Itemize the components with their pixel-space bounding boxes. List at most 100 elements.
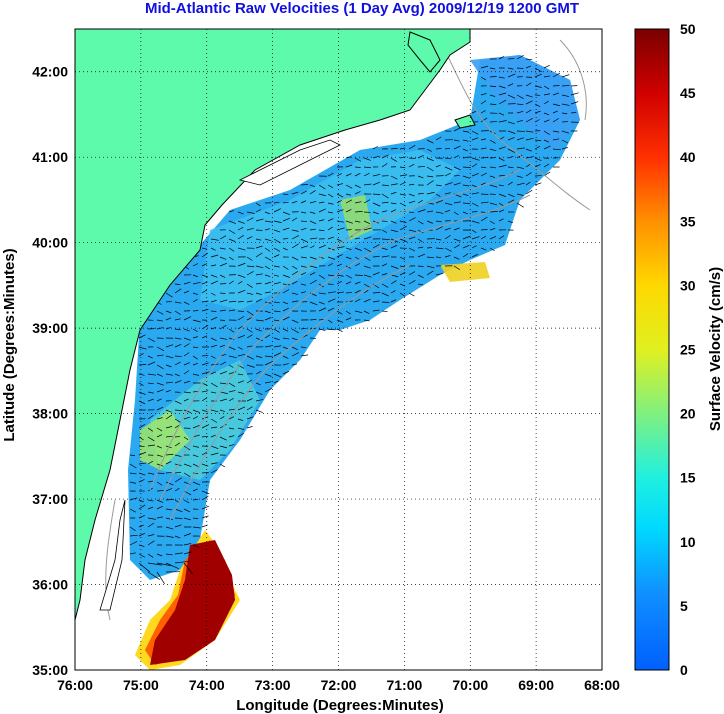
velocity-vector xyxy=(228,220,236,224)
velocity-vector xyxy=(282,193,289,196)
velocity-vector xyxy=(327,328,336,331)
velocity-vector xyxy=(417,246,424,249)
velocity-vector xyxy=(219,256,227,260)
velocity-vector xyxy=(462,166,471,168)
velocity-vector xyxy=(183,370,190,375)
velocity-vector xyxy=(480,172,487,177)
velocity-vector xyxy=(552,103,560,107)
velocity-vector xyxy=(327,236,335,240)
velocity-vector xyxy=(309,245,315,249)
velocity-vector xyxy=(201,300,209,303)
velocity-vector xyxy=(327,319,333,324)
velocity-vector xyxy=(165,364,172,368)
velocity-vector xyxy=(345,256,352,260)
colorbar xyxy=(634,28,670,671)
velocity-vector xyxy=(525,117,533,123)
velocity-vector xyxy=(336,328,343,333)
velocity-vector xyxy=(237,247,246,251)
velocity-vector xyxy=(219,436,227,441)
velocity-vector xyxy=(435,184,442,187)
velocity-vector xyxy=(498,112,505,116)
velocity-vector xyxy=(174,328,181,331)
velocity-vector xyxy=(237,301,244,303)
velocity-vector xyxy=(273,229,281,233)
velocity-vector xyxy=(399,272,406,276)
velocity-vector xyxy=(354,263,361,267)
velocity-vector xyxy=(345,281,352,285)
velocity-vector xyxy=(138,562,150,573)
velocity-vector xyxy=(228,435,235,438)
velocity-vector xyxy=(534,146,541,150)
velocity-vector xyxy=(318,307,327,312)
velocity-vector xyxy=(471,236,480,240)
velocity-vector xyxy=(426,270,434,276)
colorbar-tick-label: 5 xyxy=(680,598,688,614)
velocity-vector xyxy=(318,301,325,305)
bathymetry-contours xyxy=(105,39,591,621)
velocity-vector xyxy=(165,426,173,429)
velocity-vector xyxy=(255,252,263,258)
y-tick-label: 36:00 xyxy=(32,577,68,593)
velocity-vector xyxy=(561,112,568,115)
velocity-vector xyxy=(201,409,208,413)
velocity-vector xyxy=(228,364,234,368)
velocity-vector xyxy=(354,220,361,223)
velocity-vector xyxy=(174,355,182,357)
colorbar-tick-label: 50 xyxy=(680,21,696,37)
velocity-vector xyxy=(201,247,208,250)
velocity-vector xyxy=(345,164,353,168)
velocity-vector xyxy=(237,262,246,267)
velocity-vector xyxy=(390,290,396,294)
velocity-vector xyxy=(381,229,387,233)
velocity-vector xyxy=(129,497,138,501)
velocity-vector xyxy=(192,346,199,349)
velocity-vector xyxy=(138,382,144,386)
velocity-vector xyxy=(156,398,162,402)
velocity-vector xyxy=(210,382,218,388)
velocity-vector xyxy=(183,409,192,414)
velocity-vector xyxy=(264,274,271,277)
velocity-vector xyxy=(399,166,406,169)
velocity-vector xyxy=(255,282,262,285)
velocity-vector xyxy=(345,199,353,204)
velocity-vector xyxy=(426,157,434,162)
velocity-vector xyxy=(345,247,352,251)
velocity-vector xyxy=(273,254,280,258)
velocity-vector xyxy=(291,319,299,324)
velocity-vector xyxy=(300,200,307,204)
velocity-vector xyxy=(336,291,345,294)
velocity-vector xyxy=(498,193,506,197)
velocity-vector xyxy=(498,184,505,187)
velocity-vector xyxy=(201,263,208,267)
velocity-vector xyxy=(489,139,496,144)
velocity-vector xyxy=(336,193,344,198)
velocity-vector xyxy=(174,436,181,438)
velocity-vector xyxy=(138,504,146,510)
velocity-vector xyxy=(246,310,254,316)
velocity-vector xyxy=(435,256,442,258)
velocity-vector xyxy=(507,193,515,198)
velocity-vector xyxy=(138,436,144,441)
velocity-vector xyxy=(399,202,406,207)
velocity-vector xyxy=(273,310,281,313)
velocity-vector xyxy=(273,247,280,252)
velocity-vector xyxy=(435,148,442,150)
velocity-vector xyxy=(210,238,219,241)
velocity-vector xyxy=(399,147,406,150)
velocity-vector xyxy=(309,228,316,231)
velocity-vector xyxy=(138,524,144,528)
velocity-vector xyxy=(282,371,289,375)
velocity-vector xyxy=(381,310,388,313)
velocity-vector xyxy=(354,310,363,314)
velocity-vector xyxy=(246,334,253,339)
velocity-vector xyxy=(264,317,272,321)
velocity-vector xyxy=(372,193,381,196)
velocity-vector xyxy=(507,166,514,168)
velocity-vector xyxy=(165,461,172,465)
velocity-vector xyxy=(264,228,271,231)
velocity-vector xyxy=(291,200,298,204)
velocity-vector xyxy=(507,199,515,204)
velocity-vector xyxy=(237,220,245,224)
velocity-vector xyxy=(237,281,243,285)
velocity-vector xyxy=(147,337,155,342)
